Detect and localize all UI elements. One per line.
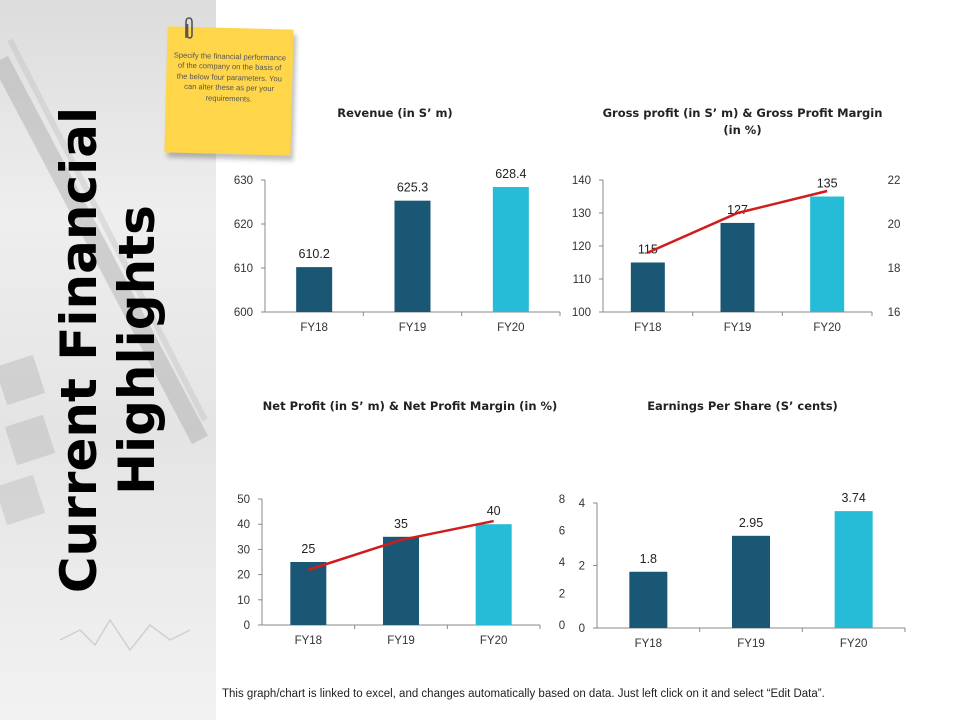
net-profit-data-label: 25: [301, 542, 315, 556]
net-profit-y2-tick-label: 8: [559, 494, 565, 506]
gross-profit-data-label: 135: [817, 177, 838, 191]
revenue-x-tick-label: FY19: [399, 322, 427, 334]
gross-profit-y-tick-label: 130: [572, 208, 591, 220]
net-profit-y-tick-label: 0: [244, 620, 250, 632]
revenue-bar-fy19: [394, 200, 431, 312]
net-profit-y2-tick-label: 4: [559, 557, 566, 569]
net-profit-y-tick-label: 50: [237, 494, 250, 506]
gross-profit-bar-fy18: [630, 262, 665, 312]
gross-profit-x-tick-label: FY19: [724, 322, 752, 334]
gross-profit-data-label: 127: [727, 203, 748, 217]
eps-bar-fy19: [732, 535, 770, 628]
gross-profit-bar-fy19: [720, 222, 755, 312]
gross-profit-data-label: 115: [638, 243, 658, 257]
net-profit-margin-line: [307, 519, 494, 572]
net-profit-x-tick-label: FY19: [387, 635, 415, 647]
net-profit-x-tick-label: FY18: [295, 635, 323, 647]
net-profit-x-tick-label: FY20: [480, 635, 508, 647]
net-profit-bar-fy18: [290, 562, 327, 625]
eps-x-tick-label: FY19: [737, 638, 765, 650]
eps-x-tick-label: FY18: [635, 638, 663, 650]
revenue-bar-fy20: [492, 187, 529, 312]
revenue-y-tick-label: 610: [234, 263, 253, 275]
gross-profit-x-tick-label: FY18: [634, 322, 662, 334]
eps-bar-fy18: [629, 571, 668, 628]
gross-profit-y-tick-label: 110: [573, 274, 591, 286]
net-profit-data-label: 40: [487, 504, 501, 518]
eps-data-label: 3.74: [841, 491, 865, 505]
gross-profit-y-tick-label: 140: [572, 175, 591, 187]
net-profit-chart-title: Net Profit (in S’ m) & Net Profit Margin…: [262, 399, 558, 413]
revenue-y-tick-label: 600: [234, 307, 253, 319]
paperclip-icon: [185, 17, 193, 39]
net-profit-y2-tick-label: 6: [559, 526, 565, 538]
revenue-y-tick-label: 630: [234, 175, 253, 187]
gross-profit-y2-tick-label: 22: [888, 175, 901, 187]
eps-data-label: 1.8: [640, 552, 657, 566]
footer-note: This graph/chart is linked to excel, and…: [222, 688, 825, 700]
revenue-bar-fy18: [296, 267, 333, 312]
gross-profit-chart-title: Gross profit (in S’ m) & Gross Profit Ma…: [602, 106, 883, 137]
desk-background-image: [0, 38, 208, 652]
eps-bar-fy20: [834, 511, 873, 628]
net-profit-y-tick-label: 40: [237, 519, 250, 531]
eps-chart-title: Earnings Per Share (S’ cents): [647, 399, 838, 413]
gross-profit-y2-tick-label: 16: [888, 307, 901, 319]
eps-y-tick-label: 4: [579, 498, 586, 510]
net-profit-y-tick-label: 30: [237, 544, 250, 556]
revenue-data-label: 625.3: [397, 181, 428, 195]
revenue-data-label: 628.4: [495, 167, 526, 181]
net-profit-bar-fy20: [475, 524, 512, 625]
eps-y-tick-label: 0: [579, 623, 585, 635]
gross-profit-margin-line: [647, 189, 828, 254]
net-profit-bar-fy19: [383, 536, 419, 625]
gross-profit-y-tick-label: 120: [572, 241, 591, 253]
eps-y-tick-label: 2: [579, 561, 585, 573]
eps-data-label: 2.95: [739, 516, 763, 530]
net-profit-data-label: 35: [394, 517, 408, 531]
gross-profit-x-tick-label: FY20: [813, 322, 841, 334]
gross-profit-bar-fy20: [810, 196, 845, 312]
revenue-data-label: 610.2: [299, 247, 330, 261]
gross-profit-y2-tick-label: 18: [888, 263, 901, 275]
revenue-chart-title: Revenue (in S’ m): [337, 106, 453, 120]
net-profit-y-tick-label: 20: [237, 570, 250, 582]
gross-profit-y2-tick-label: 20: [888, 219, 901, 231]
net-profit-y-tick-label: 10: [237, 595, 250, 607]
gross-profit-y-tick-label: 100: [572, 307, 591, 319]
net-profit-y2-tick-label: 0: [559, 620, 565, 632]
net-profit-y2-tick-label: 2: [559, 589, 565, 601]
revenue-x-tick-label: FY18: [300, 322, 328, 334]
revenue-x-tick-label: FY20: [497, 322, 525, 334]
revenue-y-tick-label: 620: [234, 219, 253, 231]
eps-x-tick-label: FY20: [840, 638, 868, 650]
